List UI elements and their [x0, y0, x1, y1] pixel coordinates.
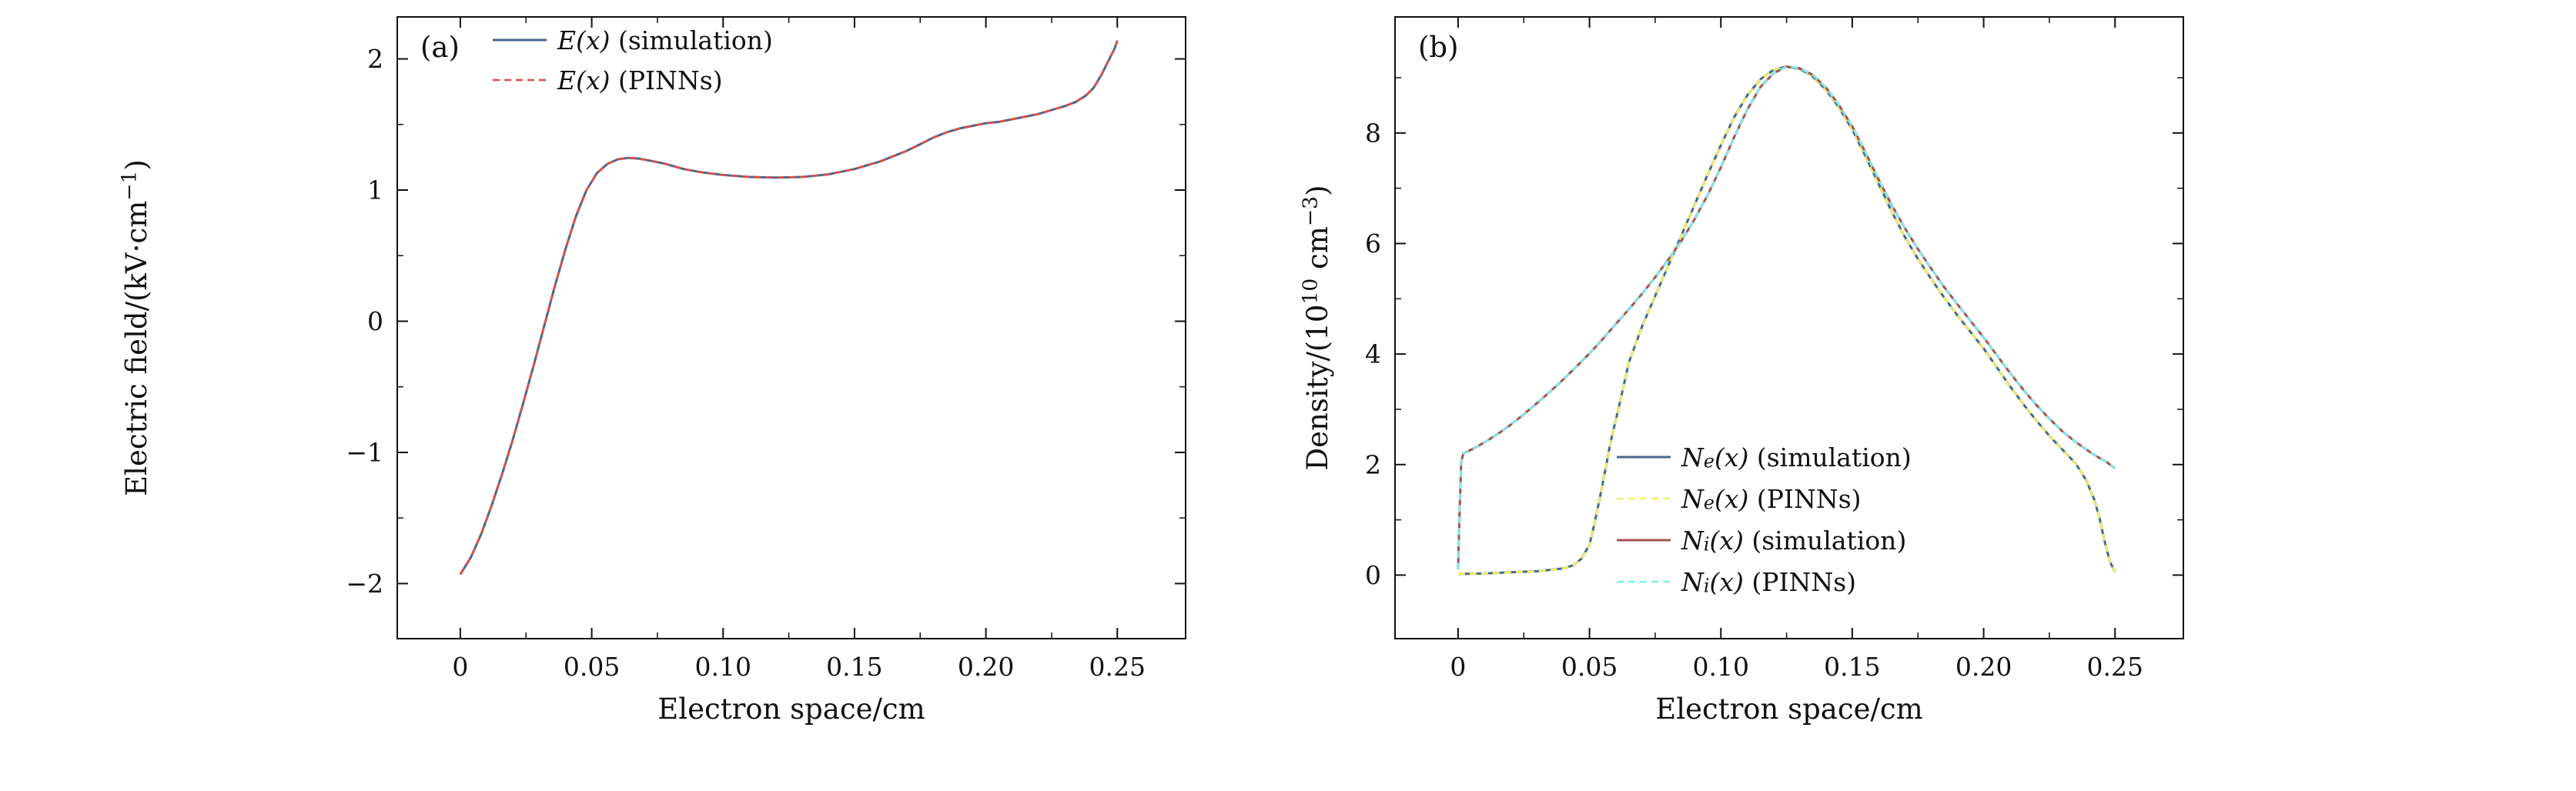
x-tick-label: 0 [452, 652, 468, 682]
y-tick-label: 0 [367, 306, 383, 336]
y-tick-label: 2 [1365, 449, 1381, 479]
x-tick-label: 0.15 [1824, 652, 1880, 682]
y-axis-label: Electric field/(kV·cm−1) [118, 159, 153, 496]
y-tick-label: 0 [1365, 560, 1381, 590]
x-tick-label: 0.20 [1955, 652, 2012, 682]
legend-label-e-simulation: E(x) (simulation) [557, 25, 773, 55]
legend-label-ne-simulation: Ne(x) (simulation) [1681, 442, 1912, 472]
y-tick-label: 4 [1365, 339, 1381, 369]
series-ne-pinns [1457, 65, 2116, 576]
x-tick-label: 0.20 [958, 652, 1014, 682]
x-tick-label: 0.05 [564, 652, 620, 682]
y-tick-label: 8 [1365, 118, 1381, 148]
x-tick-label: 0.10 [1693, 652, 1749, 682]
y-tick-label: 1 [367, 175, 383, 205]
legend-label-ni-pinns: Ni(x) (PINNs) [1681, 567, 1856, 597]
axes-frame [396, 16, 1186, 639]
legend-label-ne-pinns: Ne(x) (PINNs) [1681, 484, 1862, 514]
series-ni-pinns [1457, 65, 2116, 570]
panel-label: (a) [420, 31, 460, 64]
x-tick-label: 0.05 [1561, 652, 1618, 682]
legend-label-e-pinns: E(x) (PINNs) [557, 65, 723, 95]
series-e-simulation [459, 40, 1119, 576]
x-tick-label: 0 [1450, 652, 1466, 682]
panel-label: (b) [1418, 31, 1459, 64]
x-tick-label: 0.25 [2087, 652, 2143, 682]
panel-a: 0 0.05 0.10 0.15 0.20 0.25 −2 −1 0 1 2 Electron spa… [118, 16, 1186, 726]
legend: E(x) (simulation) E(x) (PINNs) [493, 25, 773, 95]
x-axis-label: Electron space/cm [657, 693, 925, 726]
axes-frame [1394, 16, 2184, 639]
legend-label-ni-simulation: Ni(x) (simulation) [1681, 526, 1906, 556]
y-tick-label: 6 [1365, 229, 1381, 259]
panel-b: 0 0.05 0.10 0.15 0.20 0.25 0 2 4 6 8 Electron space… [1299, 16, 2184, 726]
y-axis-label: Density/(1010 cm−3) [1299, 185, 1334, 470]
series-e-pinns [459, 40, 1119, 576]
y-tick-label: −2 [346, 569, 383, 599]
x-tick-label: 0.15 [826, 652, 882, 682]
legend: Ne(x) (simulation) Ne(x) (PINNs) Ni(x) (si… [1617, 442, 1912, 597]
y-tick-label: −1 [346, 437, 383, 467]
x-tick-label: 0.10 [695, 652, 751, 682]
y-tick-label: 2 [367, 44, 383, 74]
x-axis-label: Electron space/cm [1655, 693, 1923, 726]
x-tick-label: 0.25 [1089, 652, 1146, 682]
